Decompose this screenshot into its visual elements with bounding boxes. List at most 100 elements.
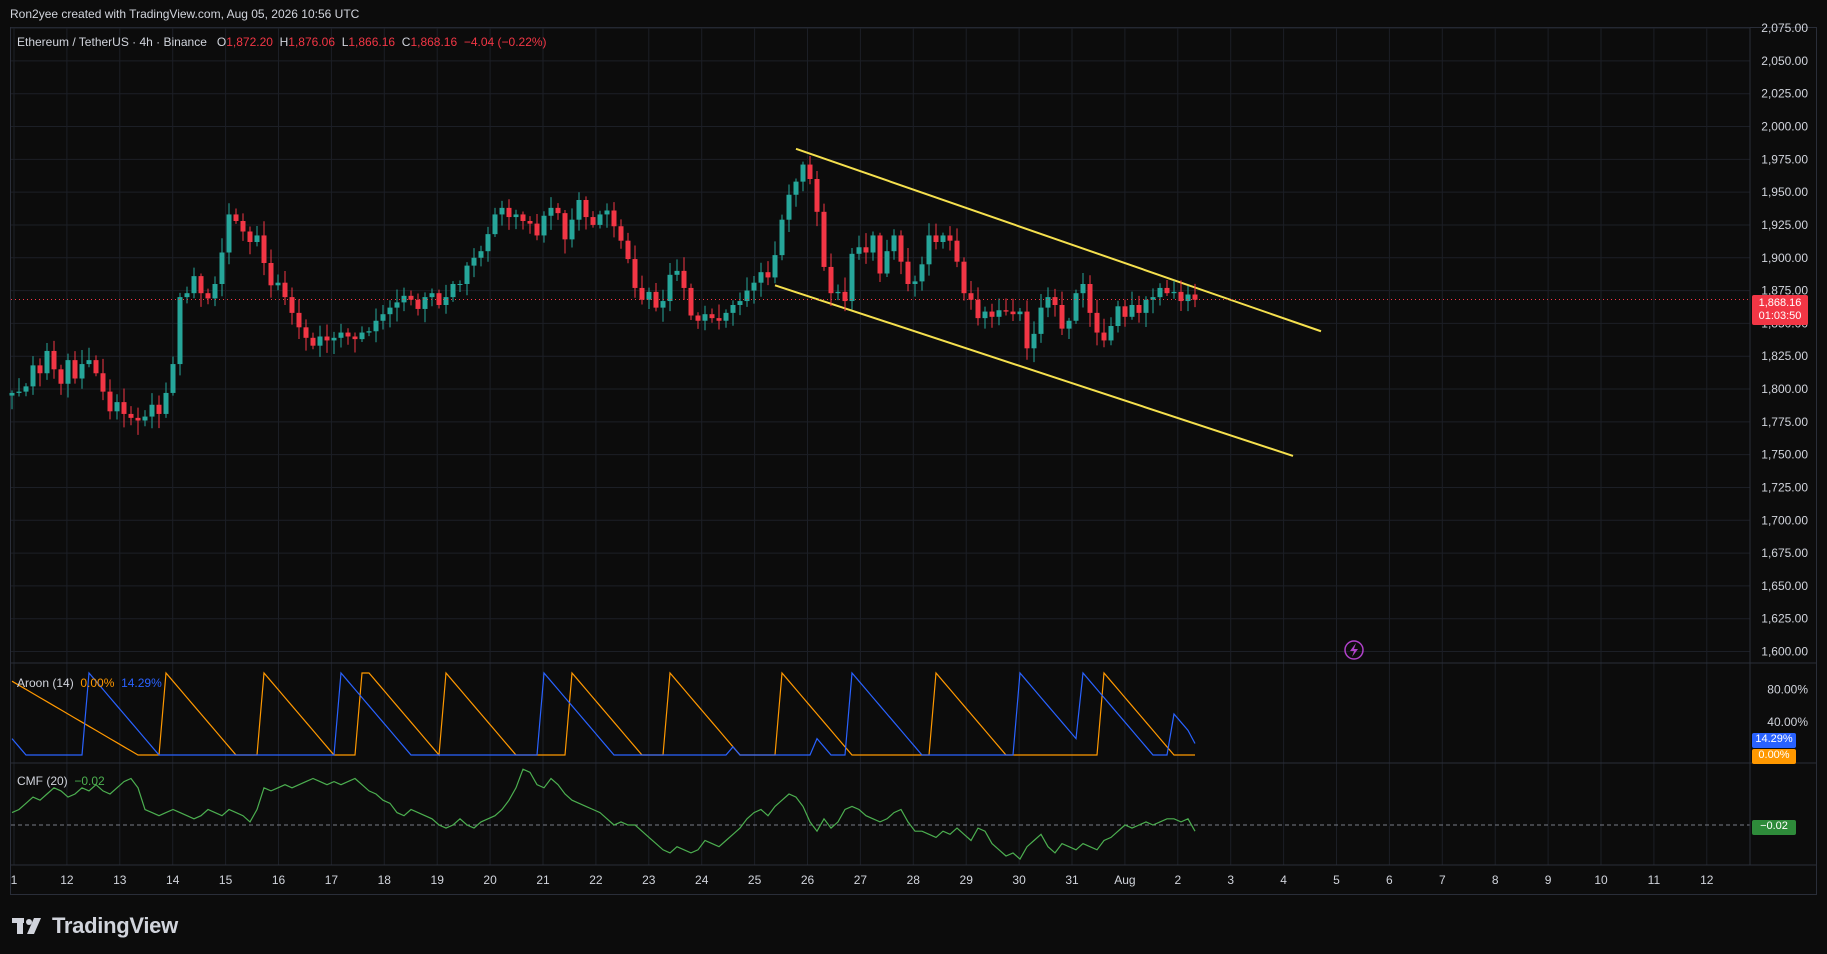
candle	[758, 262, 764, 297]
candle	[814, 170, 820, 227]
candle	[618, 219, 624, 249]
candle	[198, 273, 204, 307]
candle-body	[191, 276, 197, 294]
candle	[520, 211, 526, 230]
candle-body	[296, 312, 302, 328]
candle	[646, 287, 652, 310]
candle	[289, 287, 295, 325]
candle	[737, 292, 743, 316]
candle	[170, 356, 176, 396]
candle	[142, 410, 148, 427]
candle	[492, 207, 498, 238]
candle-body	[1045, 297, 1051, 308]
candle-body	[331, 337, 337, 341]
candle	[100, 358, 106, 401]
aroon-label[interactable]: Aroon (14)	[17, 676, 74, 690]
candle-body	[751, 282, 757, 291]
candle-body	[576, 200, 582, 220]
candle-body	[149, 404, 155, 417]
symbol-name[interactable]: Ethereum / TetherUS · 4h · Binance	[17, 35, 207, 49]
candle	[1150, 288, 1156, 314]
candle-body	[779, 219, 785, 256]
candle-body	[534, 223, 540, 236]
candle	[639, 275, 645, 305]
candle	[744, 277, 750, 307]
time-axis[interactable]: 1 12 13 14 15 16 17 18 19 20 21 22 23 24 25 26 27 28 29 30 3…	[11, 873, 1714, 887]
candle-body	[1136, 305, 1142, 313]
candle	[891, 229, 897, 260]
aroon-down-value: 14.29%	[121, 676, 162, 690]
candle	[1045, 287, 1051, 318]
candle-body	[933, 235, 939, 242]
price-tick-label: 1,775.00	[1761, 415, 1808, 429]
lightning-icon[interactable]	[1344, 640, 1364, 660]
candle	[1129, 291, 1135, 320]
candle	[149, 393, 155, 429]
candle-body	[793, 181, 799, 195]
candle	[681, 257, 687, 300]
time-tick-label: 12	[60, 873, 74, 887]
grid	[11, 27, 1750, 865]
candle-body	[989, 311, 995, 317]
open-value: 1,872.20	[226, 35, 273, 49]
candle-body	[807, 164, 813, 179]
aroon-up-tag: 0.00%	[1752, 749, 1796, 764]
candle-body	[1178, 291, 1184, 302]
price-tick-label: 2,025.00	[1761, 87, 1808, 101]
candle-body	[65, 360, 71, 384]
candle	[331, 331, 337, 355]
candle-body	[1171, 291, 1177, 294]
candle-body	[142, 416, 148, 421]
candle-body	[23, 386, 29, 392]
cmf-label[interactable]: CMF (20)	[17, 774, 68, 788]
candle-body	[674, 270, 680, 275]
candle-body	[506, 207, 512, 218]
candle-body	[1101, 332, 1107, 341]
candle-body	[583, 200, 589, 218]
candle-body	[996, 310, 1002, 317]
candle-body	[520, 214, 526, 221]
candle	[611, 202, 617, 238]
candle-body	[814, 179, 820, 212]
candle-body	[1108, 326, 1114, 341]
pane-dividers[interactable]	[11, 28, 1816, 866]
candle	[828, 253, 834, 307]
candle	[443, 284, 449, 314]
candle-body	[716, 318, 722, 321]
candle-body	[485, 234, 491, 252]
time-tick-label: 6	[1386, 873, 1393, 887]
candle	[1122, 299, 1128, 327]
candle-body	[639, 287, 645, 300]
candle	[695, 312, 701, 329]
candle	[723, 309, 729, 328]
candle	[268, 249, 274, 298]
candle	[72, 351, 78, 384]
time-tick-label: 11	[1648, 873, 1661, 887]
candle-body	[261, 235, 267, 263]
candle	[128, 406, 134, 426]
candle-body	[317, 336, 323, 346]
aroon-pane: 80.00% 40.00%	[11, 671, 1808, 757]
candle-body	[240, 221, 246, 232]
candle	[590, 211, 596, 228]
candle	[933, 223, 939, 250]
descending-channel[interactable]	[774, 147, 1322, 457]
candle-body	[1010, 311, 1016, 315]
time-tick-label: 25	[748, 873, 762, 887]
candle-body	[877, 235, 883, 274]
candle-body	[492, 214, 498, 235]
candle-body	[1122, 306, 1128, 317]
cmf-legend: CMF (20) −0.02	[17, 774, 105, 788]
candle-body	[800, 164, 806, 182]
aroon-legend: Aroon (14) 0.00% 14.29%	[17, 676, 162, 690]
candle-body	[527, 221, 533, 224]
candle-body	[275, 282, 281, 286]
candle	[835, 284, 841, 301]
candle	[79, 349, 85, 389]
time-tick-label: 30	[1012, 873, 1026, 887]
tradingview-logo[interactable]: TradingView	[12, 913, 178, 939]
candle-body	[478, 251, 484, 258]
candle	[870, 231, 876, 261]
price-axis[interactable]: 2,075.00 2,050.00 2,025.00 2,000.00 1,975.00…	[1761, 21, 1808, 658]
